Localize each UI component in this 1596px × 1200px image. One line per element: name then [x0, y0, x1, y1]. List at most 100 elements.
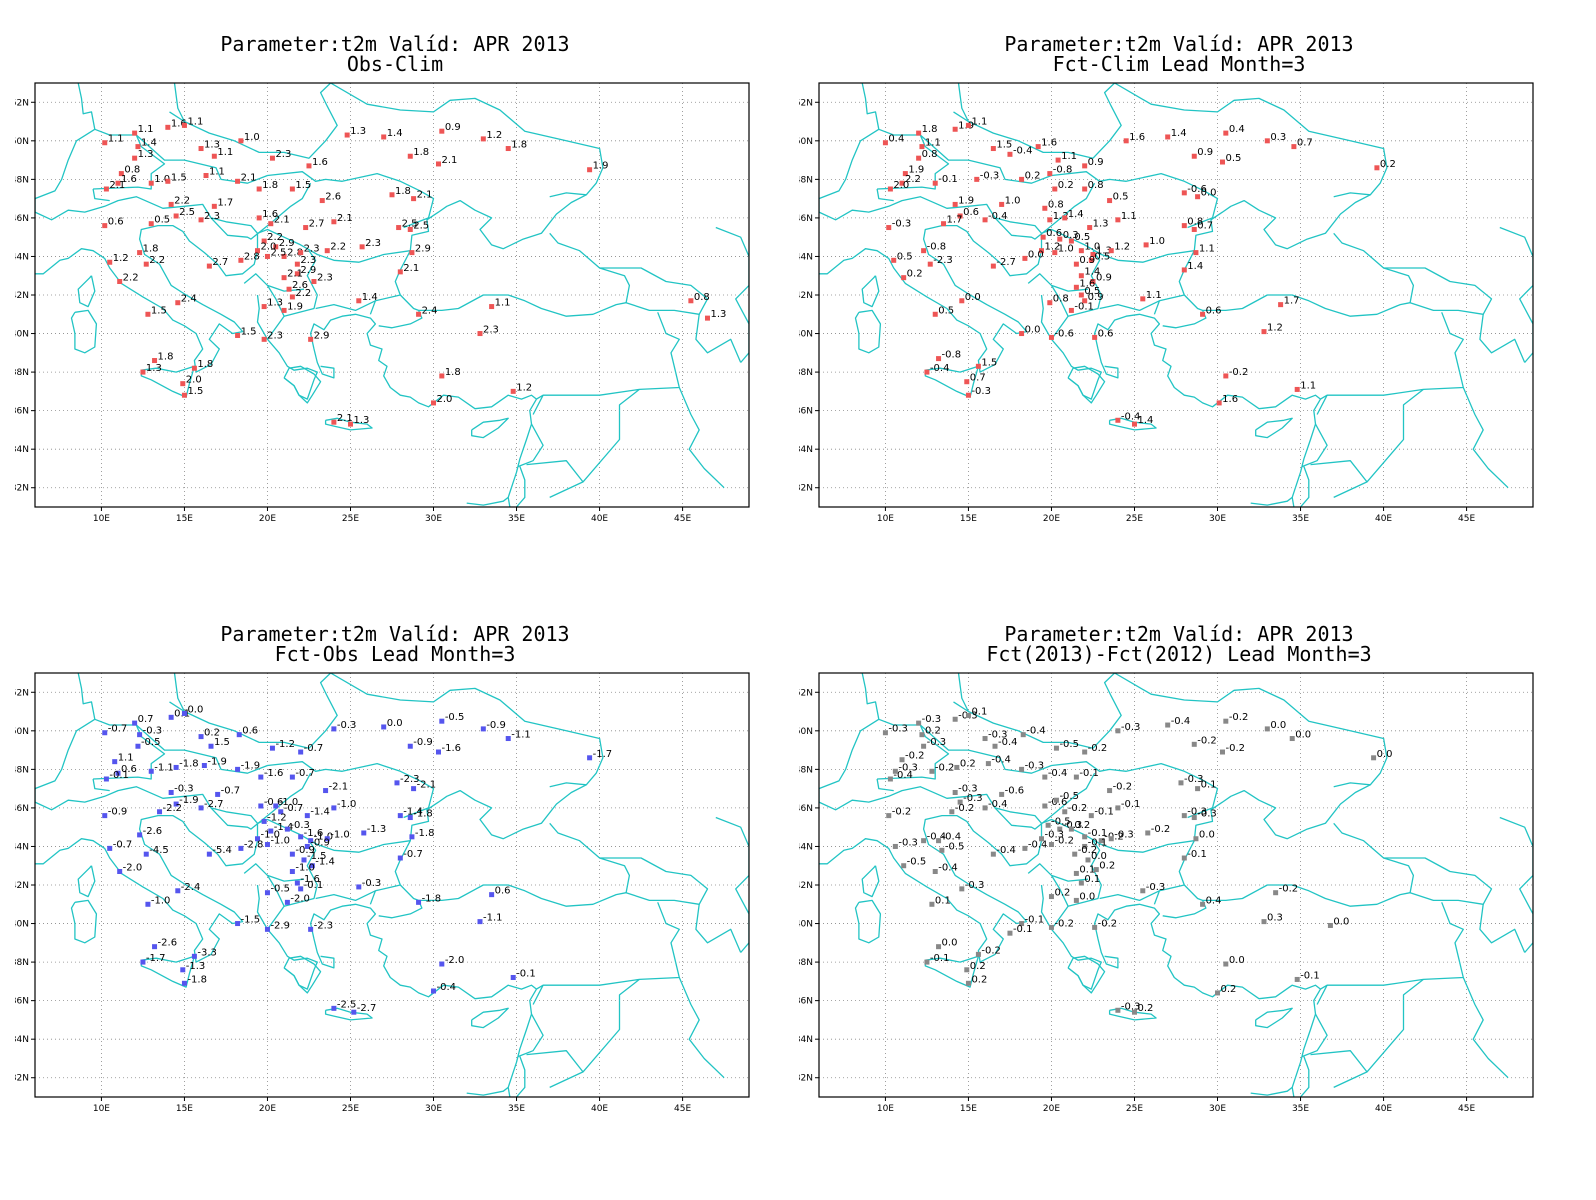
station-marker: [309, 863, 315, 869]
station-value-label: 0.4: [1229, 124, 1245, 135]
station-value-label: -0.3: [965, 880, 985, 891]
station-value-label: -0.1: [1074, 301, 1094, 312]
station-marker: [949, 809, 955, 815]
station-marker: [1115, 1007, 1121, 1013]
station-marker: [157, 809, 163, 815]
station-marker: [181, 980, 187, 986]
coastline-sicily: [140, 365, 196, 398]
station-value-label: -0.7: [403, 849, 423, 860]
station-marker: [1007, 930, 1013, 936]
station-marker: [201, 763, 207, 769]
station-marker: [409, 250, 415, 256]
station-marker: [173, 213, 179, 219]
station-marker: [919, 732, 925, 738]
station-value-label: 0.2: [971, 974, 987, 985]
station-value-label: -1.3: [186, 961, 206, 972]
coastline-border-o: [1301, 423, 1328, 468]
station-marker: [294, 880, 300, 886]
station-marker: [331, 805, 337, 811]
station-value-label: 2.2: [267, 232, 283, 243]
coastline-peloponnese: [1067, 365, 1106, 404]
station-value-label: -0.3: [1025, 760, 1045, 771]
station-value-label: -0.4: [938, 863, 958, 874]
station-marker: [927, 261, 933, 267]
station-value-label: -2.0: [290, 893, 310, 904]
station-value-label: -0.4: [1013, 145, 1033, 156]
station-marker: [505, 736, 511, 742]
station-marker: [1082, 186, 1088, 192]
station-marker: [347, 421, 353, 427]
y-tick-label: 38N: [15, 368, 29, 378]
station-value-label: 1.4: [1084, 267, 1100, 278]
station-marker: [921, 248, 927, 254]
station-marker: [1115, 217, 1121, 223]
y-tick-label: 50N: [15, 727, 29, 737]
station-marker: [1140, 888, 1146, 894]
coastline-mainland: [35, 673, 259, 963]
station-value-label: 0.8: [1088, 180, 1104, 191]
station-marker: [103, 186, 109, 192]
y-tick-label: 32N: [799, 1074, 813, 1084]
station-value-label: 1.6: [121, 174, 137, 185]
station-marker: [952, 789, 958, 795]
station-marker: [148, 221, 154, 227]
station-value-label: -1.8: [187, 974, 207, 985]
station-marker: [975, 951, 981, 957]
coastline-border-s: [94, 718, 137, 726]
station-marker: [1047, 300, 1053, 306]
station-marker: [258, 774, 264, 780]
station-marker: [477, 919, 483, 925]
station-marker: [152, 358, 158, 364]
station-marker: [892, 843, 898, 849]
y-tick-label: 44N: [799, 252, 813, 262]
station-marker: [416, 311, 422, 317]
station-marker: [941, 221, 947, 227]
station-marker: [1123, 138, 1129, 144]
station-value-label: -5.4: [212, 845, 232, 856]
station-marker: [965, 980, 971, 986]
coastline-border-u: [1050, 315, 1069, 340]
coastline-mainland: [35, 83, 259, 373]
station-marker: [173, 801, 179, 807]
station-marker: [1073, 897, 1079, 903]
station-marker: [975, 363, 981, 369]
station-marker: [439, 373, 445, 379]
station-marker: [1200, 311, 1206, 317]
station-marker: [344, 132, 350, 138]
station-marker: [1115, 805, 1121, 811]
station-marker: [235, 332, 241, 338]
station-marker: [286, 286, 292, 292]
coastline-turkey-inner: [1162, 900, 1207, 919]
station-marker: [1193, 836, 1199, 842]
station-marker: [264, 253, 270, 259]
map-fct-obs: 10E 15E 20E 25E 30E 35E 40E 45E 32N 34N 36N 38N 40N 4…: [15, 672, 750, 1114]
coastline-border-g: [369, 890, 377, 905]
station-marker: [921, 838, 927, 844]
station-marker: [954, 764, 960, 770]
coastline-border-a: [953, 83, 1122, 159]
station-marker: [1019, 331, 1025, 337]
station-value-label: 2.3: [365, 238, 381, 249]
station-value-label: 1.1: [1121, 211, 1137, 222]
station-marker: [1020, 732, 1026, 738]
station-marker: [1181, 267, 1187, 273]
station-marker: [137, 250, 143, 256]
station-value-label: 1.1: [187, 116, 203, 127]
station-marker: [278, 809, 284, 815]
station-value-label: 1.8: [262, 180, 278, 191]
station-value-label: 0.5: [1094, 251, 1110, 262]
station-marker: [281, 253, 287, 259]
station-value-label: -0.2: [1088, 743, 1108, 754]
station-value-label: -0.4: [1121, 411, 1141, 422]
station-value-label: 1.4: [1187, 261, 1203, 272]
station-value-label: -0.2: [1078, 845, 1098, 856]
station-marker: [1042, 774, 1048, 780]
coastline-caspian: [1499, 816, 1533, 953]
station-value-label: -1.0: [270, 836, 290, 847]
station-value-label: 1.1: [108, 134, 124, 145]
station-marker: [1019, 766, 1025, 772]
coastline-peloponnese: [1067, 955, 1106, 994]
station-value-label: 1.5: [214, 737, 230, 748]
station-value-label: -0.9: [108, 807, 128, 818]
station-marker: [431, 400, 437, 406]
